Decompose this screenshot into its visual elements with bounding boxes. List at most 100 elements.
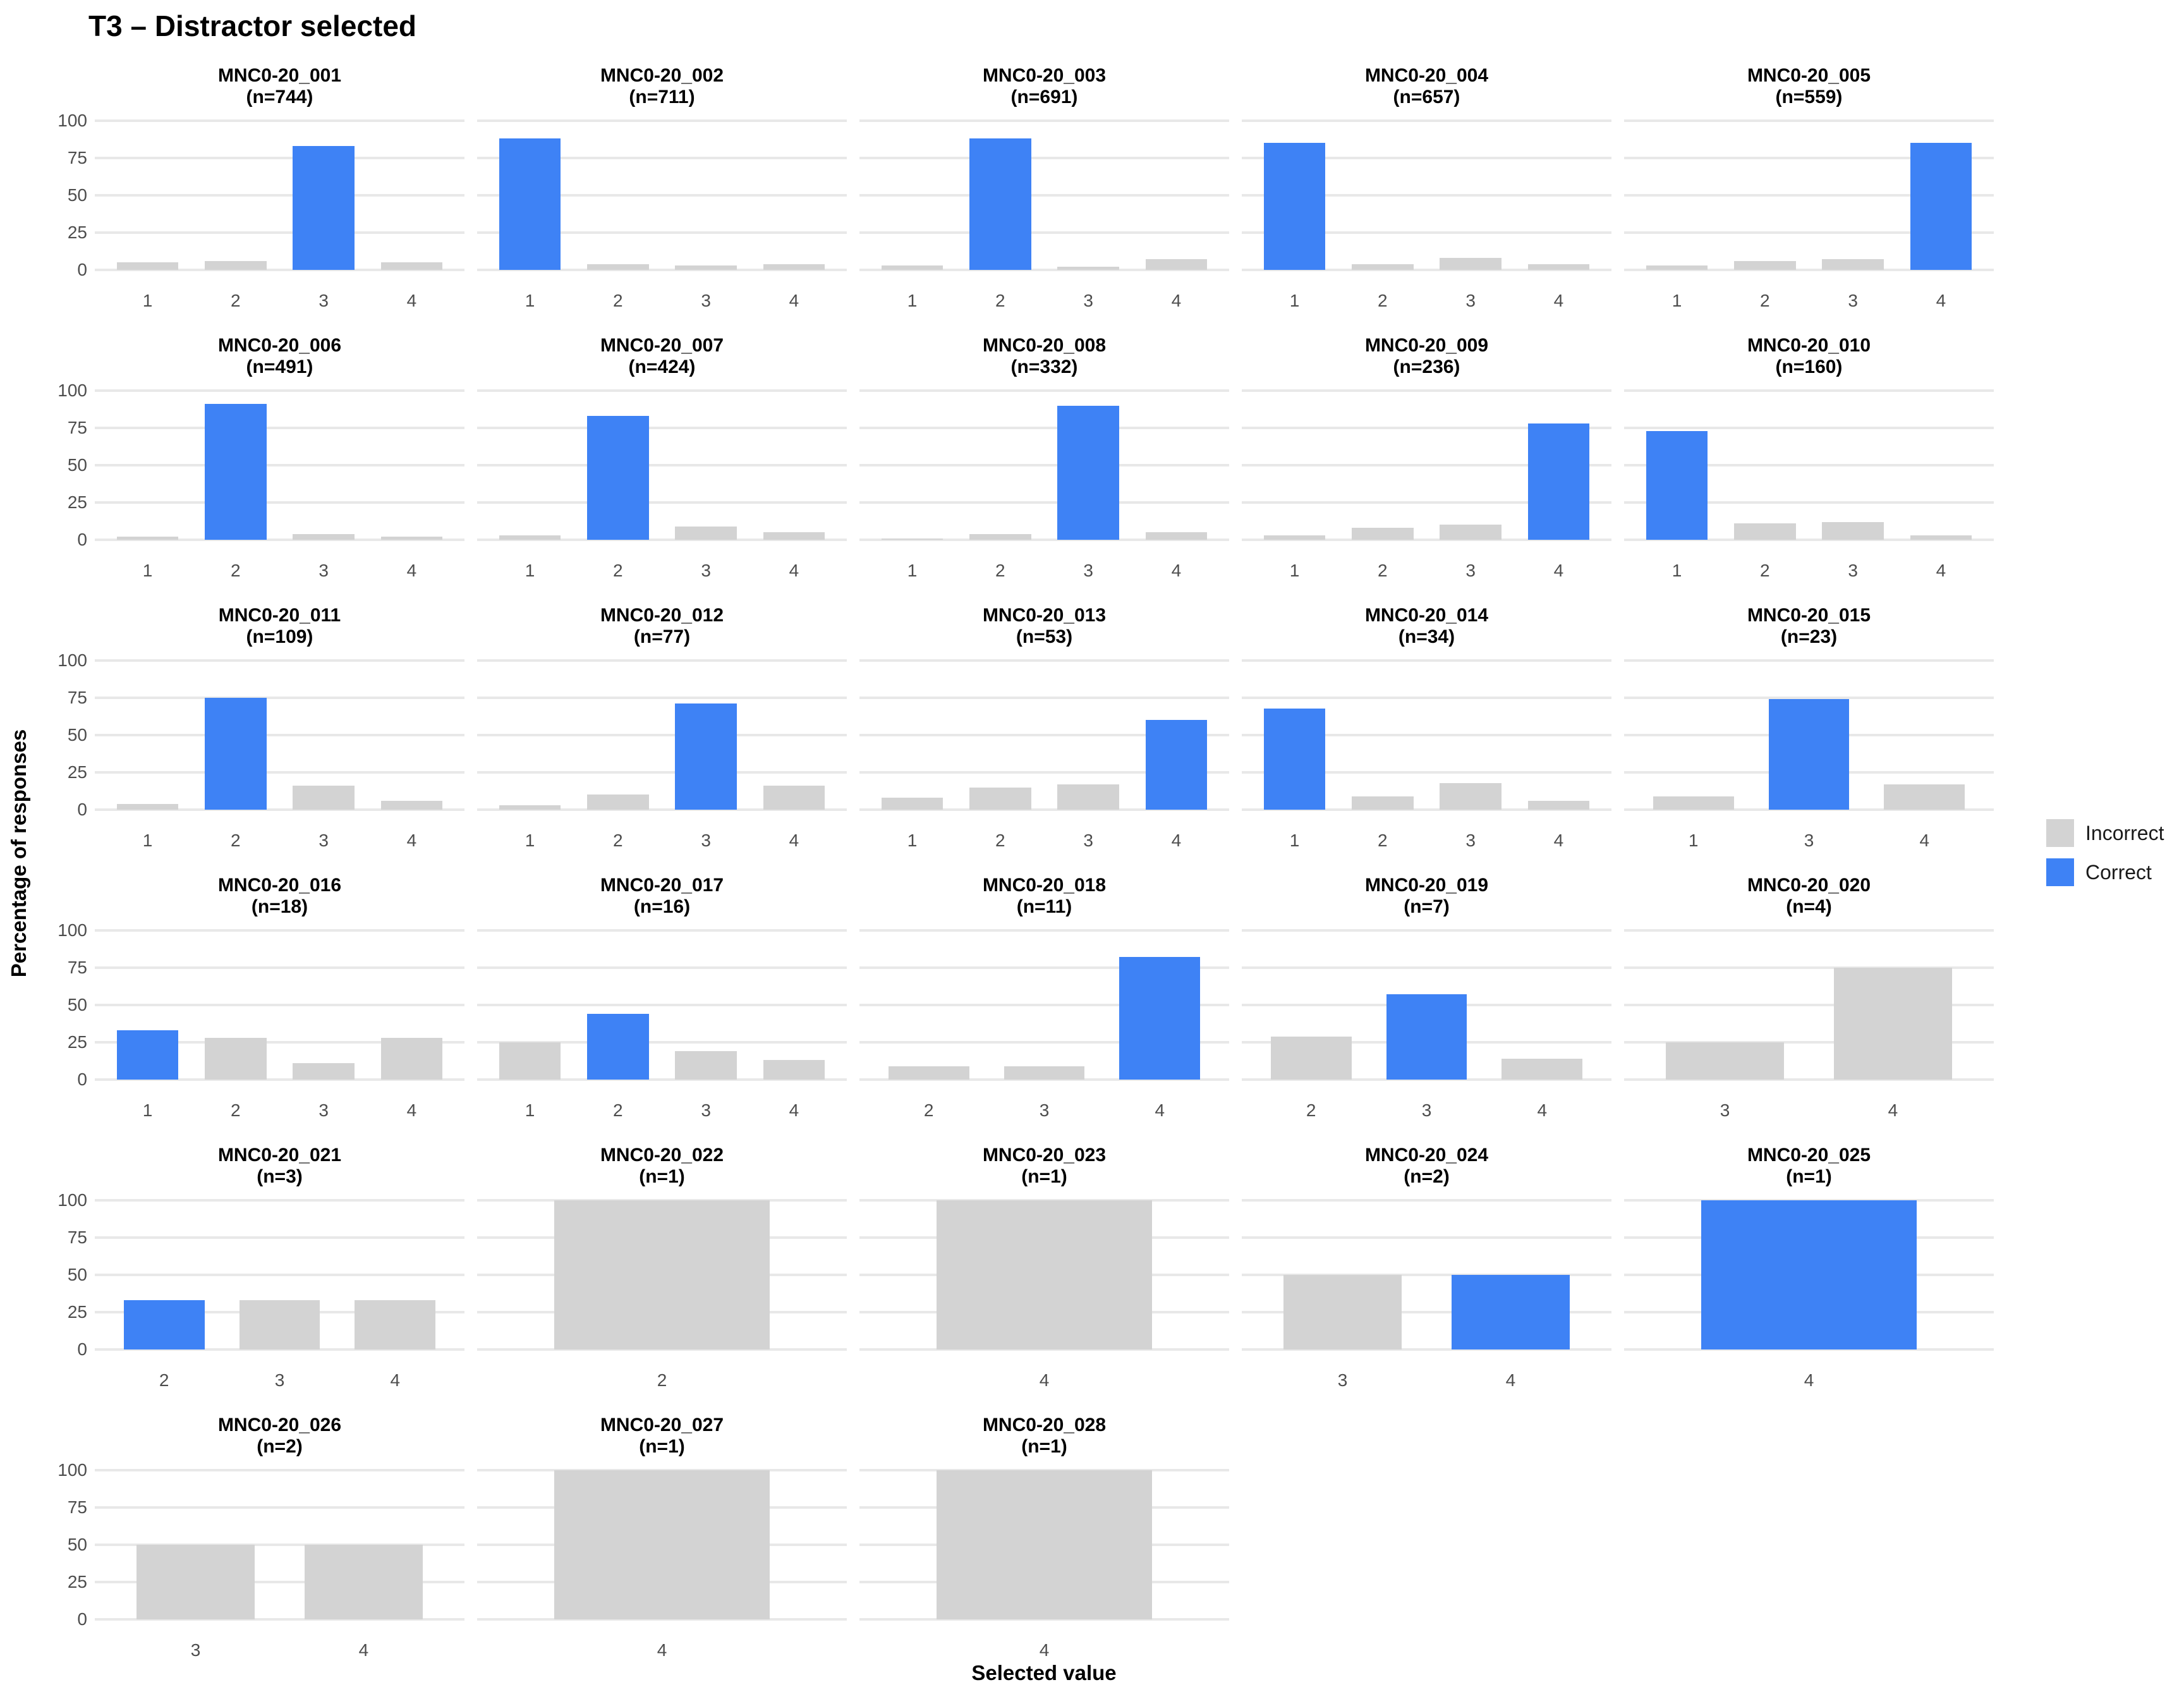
x-tick-label: 3: [1465, 561, 1476, 580]
bar-MNC0-20_004-value-2: [1352, 264, 1414, 270]
bar-MNC0-20_021-value-4: [355, 1300, 436, 1349]
bar-MNC0-20_002-value-4: [763, 264, 825, 270]
gridline-50: [95, 1274, 464, 1276]
gridline-75: [1624, 697, 1994, 699]
x-tick-label: 2: [995, 831, 1005, 850]
gridline-0: [95, 808, 464, 811]
facet-chart: [95, 384, 464, 547]
facet-panel-MNC0-20_003: MNC0-20_003 (n=691) 1 2 3 4: [859, 65, 1229, 335]
facet-panel-MNC0-20_012: MNC0-20_012 (n=77) 1 2 3 4: [477, 605, 847, 875]
bar-MNC0-20_012-value-3: [675, 703, 737, 810]
y-tick-label: 100: [58, 111, 87, 130]
bar-MNC0-20_019-value-2: [1270, 1036, 1352, 1080]
bar-MNC0-20_015-value-4: [1884, 784, 1965, 810]
facet-panel-MNC0-20_020: MNC0-20_020 (n=4) 3 4: [1624, 875, 1994, 1145]
x-tick-label: 2: [231, 1100, 241, 1120]
gridline-0: [477, 1618, 847, 1621]
gridline-100: [95, 659, 464, 662]
gridline-50: [859, 1004, 1229, 1006]
x-tick-label: 4: [1171, 561, 1182, 580]
x-tick-label: 3: [701, 831, 711, 850]
facet-subtitle: (n=711): [629, 87, 695, 107]
bar-MNC0-20_007-value-2: [587, 416, 649, 540]
x-tick-label: 4: [789, 1100, 799, 1120]
x-tick-label: 4: [1553, 291, 1564, 310]
facet-panel-MNC0-20_026: MNC0-20_026 (n=2) 3 4: [95, 1415, 464, 1684]
bar-MNC0-20_012-value-1: [499, 805, 561, 810]
gridline-25: [477, 771, 847, 774]
gridline-100: [859, 659, 1229, 662]
gridline-75: [1242, 157, 1611, 159]
bar-MNC0-20_011-value-4: [380, 800, 443, 810]
bar-MNC0-20_011-value-3: [293, 786, 355, 810]
gridline-50: [95, 1544, 464, 1546]
bar-MNC0-20_005-value-4: [1910, 143, 1972, 270]
bar-MNC0-20_018-value-3: [1004, 1066, 1085, 1080]
gridline-75: [1624, 157, 1994, 159]
facet-subtitle: (n=559): [1775, 87, 1843, 107]
bar-MNC0-20_004-value-3: [1440, 258, 1502, 270]
x-tick-label: 2: [1760, 291, 1770, 310]
gridline-25: [1242, 1311, 1611, 1313]
facet-title: MNC0-20_014: [1364, 605, 1489, 626]
facet-chart: [1242, 114, 1611, 277]
bar-MNC0-20_023-value-4: [936, 1200, 1153, 1349]
facet-panel-MNC0-20_027: MNC0-20_027 (n=1) 4: [477, 1415, 847, 1684]
facet-title: MNC0-20_008: [982, 335, 1107, 356]
bar-MNC0-20_011-value-2: [205, 698, 267, 810]
x-tick-label: 1: [142, 561, 153, 580]
x-tick-label: 3: [1465, 291, 1476, 310]
legend-label-incorrect: Incorrect: [2085, 822, 2164, 844]
x-tick-label: 1: [525, 1100, 535, 1120]
facet-subtitle: (n=53): [1016, 626, 1073, 647]
gridline-100: [1242, 389, 1611, 392]
facet-chart: [95, 1193, 464, 1356]
y-axis-title: Percentage of responses: [7, 729, 30, 978]
bar-MNC0-20_014-value-4: [1527, 800, 1590, 810]
bar-MNC0-20_013-value-2: [969, 787, 1031, 810]
gridline-50: [1242, 194, 1611, 197]
gridline-100: [1624, 119, 1994, 122]
facet-title: MNC0-20_028: [982, 1415, 1107, 1435]
gridline-0: [1242, 539, 1611, 541]
gridline-50: [95, 734, 464, 736]
x-tick-label: 1: [525, 561, 535, 580]
gridline-0: [477, 1348, 847, 1351]
x-tick-label: 2: [613, 831, 623, 850]
y-tick-label: 25: [67, 492, 87, 512]
gridline-0: [477, 269, 847, 271]
facet-row: 100 75 50 25 0 MNC0-20_006 (n=491) 1 2 3 4 MNC0-20_…: [0, 335, 2184, 605]
facet-subtitle: (n=1): [1786, 1166, 1832, 1187]
facet-panel-MNC0-20_022: MNC0-20_022 (n=1) 2: [477, 1145, 847, 1415]
y-tick-label: 50: [67, 1535, 87, 1554]
gridline-0: [95, 1618, 464, 1621]
facet-subtitle: (n=4): [1786, 896, 1832, 917]
gridline-50: [477, 734, 847, 736]
bar-MNC0-20_013-value-3: [1057, 784, 1119, 810]
gridline-0: [95, 539, 464, 541]
gridline-100: [1242, 929, 1611, 932]
y-tick-label: 50: [67, 995, 87, 1014]
y-tick-label: 75: [67, 1497, 87, 1517]
facet-title: MNC0-20_022: [600, 1145, 724, 1166]
facet-panel-MNC0-20_025: MNC0-20_025 (n=1) 4: [1624, 1145, 1994, 1415]
facet-title: MNC0-20_016: [217, 875, 342, 896]
gridline-75: [95, 1236, 464, 1239]
facet-panel-MNC0-20_008: MNC0-20_008 (n=332) 1 2 3 4: [859, 335, 1229, 605]
x-tick-label: 2: [923, 1100, 934, 1120]
bar-MNC0-20_018-value-2: [888, 1066, 969, 1080]
bar-MNC0-20_007-value-4: [763, 532, 825, 540]
gridline-0: [1624, 1348, 1994, 1351]
bar-MNC0-20_003-value-4: [1145, 259, 1208, 270]
bar-MNC0-20_021-value-2: [123, 1300, 205, 1349]
facet-chart: [95, 114, 464, 277]
facet-chart: [859, 114, 1229, 277]
gridline-25: [1624, 1041, 1994, 1044]
x-tick-label: 4: [1039, 1370, 1050, 1390]
bar-MNC0-20_010-value-4: [1910, 535, 1972, 540]
gridline-25: [1242, 231, 1611, 234]
facet-subtitle: (n=77): [633, 626, 691, 647]
gridline-100: [1624, 659, 1994, 662]
x-tick-label: 1: [525, 291, 535, 310]
bar-MNC0-20_010-value-1: [1646, 430, 1708, 540]
